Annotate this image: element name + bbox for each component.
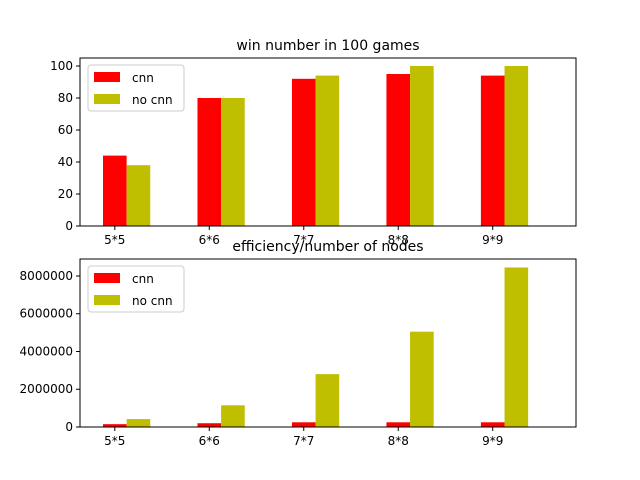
x-tick-label: 7*7 [293, 434, 314, 448]
bar-cnn-9*9 [480, 422, 505, 427]
x-tick-label: 6*6 [199, 434, 220, 448]
bar-cnn-6*6 [197, 423, 222, 427]
bar-cnn-9*9 [480, 75, 505, 226]
x-tick-label: 6*6 [199, 233, 220, 247]
legend-label: cnn [132, 71, 154, 85]
y-tick-label: 20 [58, 187, 73, 201]
bar-cnn-5*5 [103, 155, 127, 226]
y-tick-label: 2000000 [20, 382, 73, 396]
bar-cnn-7*7 [291, 422, 316, 427]
bar-cnn-8*8 [386, 74, 411, 226]
y-tick-label: 40 [58, 155, 73, 169]
bar-no-cnn-8*8 [410, 66, 434, 226]
bar-no-cnn-6*6 [221, 405, 245, 427]
bar-cnn-6*6 [197, 98, 222, 226]
y-tick-label: 0 [65, 219, 73, 233]
bar-cnn-8*8 [386, 422, 411, 427]
bar-no-cnn-5*5 [126, 165, 151, 226]
x-tick-label: 8*8 [388, 434, 409, 448]
chart-title: efficiency/number of nodes [232, 239, 423, 255]
x-tick-label: 8*8 [388, 233, 409, 247]
legend-label: no cnn [132, 294, 173, 308]
y-tick-label: 80 [58, 91, 73, 105]
bar-no-cnn-7*7 [315, 374, 340, 427]
legend-swatch-cnn [94, 273, 120, 283]
chart-title: win number in 100 games [236, 38, 419, 54]
x-tick-label: 5*5 [104, 233, 125, 247]
bar-no-cnn-5*5 [126, 419, 151, 427]
y-tick-label: 60 [58, 123, 73, 137]
legend-swatch-no-cnn [94, 295, 120, 305]
y-tick-label: 6000000 [20, 307, 73, 321]
bar-no-cnn-6*6 [221, 98, 245, 226]
chart-efficiency: 0 2000000 4000000 6000000 8000000 5*5 6*6 7*7 8*… [20, 239, 577, 448]
y-tick-label: 4000000 [20, 344, 73, 358]
y-tick-label: 100 [50, 59, 73, 73]
legend-swatch-no-cnn [94, 94, 120, 104]
legend-label: cnn [132, 272, 154, 286]
bar-no-cnn-7*7 [315, 75, 340, 226]
y-tick-label: 8000000 [20, 269, 73, 283]
x-tick-label: 9*9 [482, 434, 503, 448]
x-tick-label: 5*5 [104, 434, 125, 448]
chart-win-number: 0 20 40 60 80 100 5*5 6*6 7*7 8*8 9*9 win number in… [50, 38, 577, 247]
bar-cnn-7*7 [291, 78, 316, 226]
y-tick-label: 0 [65, 420, 73, 434]
axes-frame [79, 57, 577, 227]
bar-no-cnn-9*9 [504, 66, 529, 226]
bar-no-cnn-9*9 [504, 267, 529, 427]
bar-no-cnn-8*8 [410, 331, 434, 427]
bar-cnn-5*5 [103, 424, 127, 427]
legend-label: no cnn [132, 93, 173, 107]
x-tick-label: 7*7 [293, 233, 314, 247]
legend-swatch-cnn [94, 72, 120, 82]
x-tick-label: 9*9 [482, 233, 503, 247]
axes-frame [79, 258, 577, 428]
